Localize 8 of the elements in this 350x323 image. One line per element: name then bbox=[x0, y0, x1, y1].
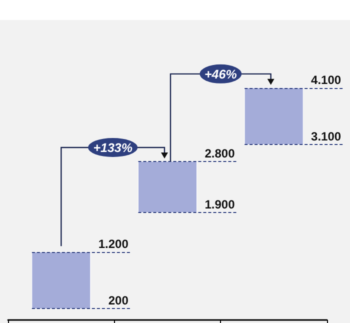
ref-line-label: 4.100 bbox=[311, 72, 342, 87]
ref-line-label: 1.900 bbox=[204, 197, 236, 212]
annotation: +133% bbox=[93, 141, 132, 156]
ref-line-label: 3.100 bbox=[311, 130, 342, 144]
ref-line-label: 1.200 bbox=[98, 237, 129, 252]
annotation: +46% bbox=[204, 67, 237, 82]
ref-line-label: 200 bbox=[108, 294, 129, 308]
ref-line-label: 2.800 bbox=[204, 146, 236, 161]
